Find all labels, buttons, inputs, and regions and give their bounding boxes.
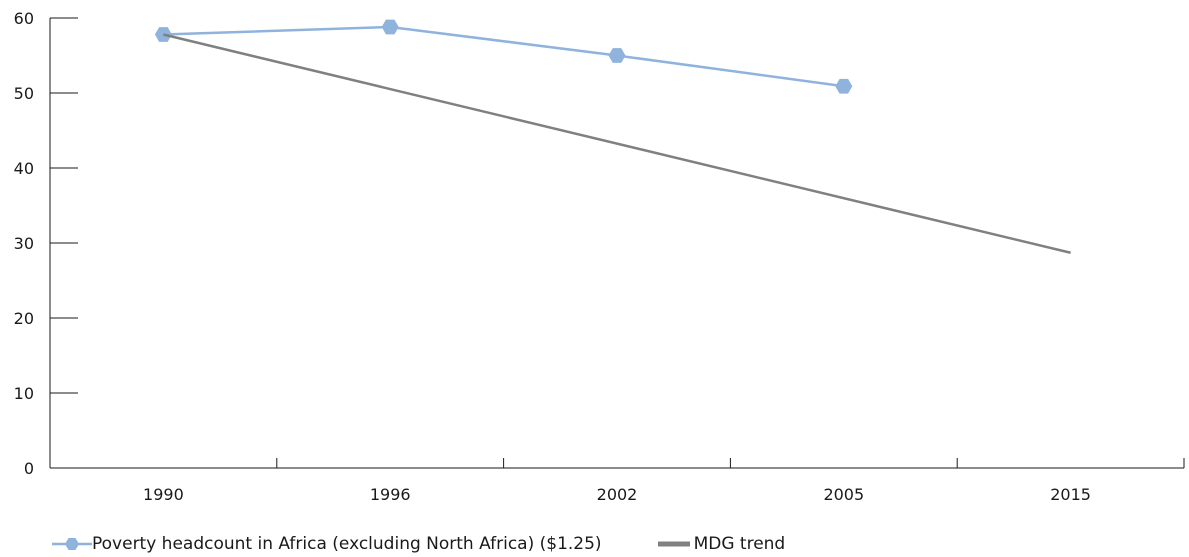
legend-item-mdg: MDG trend bbox=[654, 534, 786, 554]
legend-label-poverty: Poverty headcount in Africa (excluding N… bbox=[92, 534, 602, 554]
y-tick-label: 60 bbox=[14, 9, 34, 28]
chart-ticks: 0 10 20 30 40 50 60 1990 1996 2002 2005 2015 bbox=[14, 9, 1185, 504]
chart-axes bbox=[49, 18, 1184, 469]
series-marker-0 bbox=[835, 78, 853, 94]
y-tick-label: 20 bbox=[14, 309, 34, 328]
y-tick-label: 40 bbox=[14, 159, 34, 178]
x-tick-label: 2002 bbox=[597, 485, 638, 504]
chart-legend: Poverty headcount in Africa (excluding N… bbox=[52, 534, 837, 554]
x-tick-label: 1996 bbox=[370, 485, 411, 504]
y-tick-label: 30 bbox=[14, 234, 34, 253]
legend-swatch-mdg bbox=[657, 541, 690, 547]
series-marker-0 bbox=[381, 19, 399, 35]
y-tick-label: 50 bbox=[14, 84, 34, 103]
series-marker-0 bbox=[608, 48, 626, 63]
x-tick-label: 2015 bbox=[1050, 485, 1091, 504]
x-tick-label: 2005 bbox=[823, 485, 864, 504]
y-tick-label: 10 bbox=[14, 384, 34, 403]
chart-series bbox=[154, 19, 1071, 254]
series-line-0 bbox=[163, 25, 844, 88]
series-line-1 bbox=[163, 33, 1071, 254]
legend-item-poverty: Poverty headcount in Africa (excluding N… bbox=[52, 534, 602, 554]
legend-label-mdg: MDG trend bbox=[693, 534, 786, 554]
x-tick-label: 1990 bbox=[143, 485, 184, 504]
y-tick-label: 0 bbox=[24, 459, 34, 478]
legend-swatch-poverty bbox=[52, 538, 92, 550]
